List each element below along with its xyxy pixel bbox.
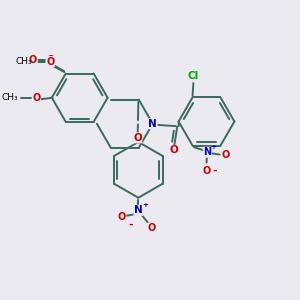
Text: O: O [202,166,211,176]
Text: CH₃: CH₃ [16,57,32,66]
Text: O: O [221,150,230,160]
Text: Cl: Cl [188,71,199,81]
Text: O: O [46,56,54,67]
Text: N: N [134,206,143,215]
Text: -: - [212,166,217,176]
Text: O: O [29,55,37,65]
Text: CH₃: CH₃ [2,93,19,102]
Text: N: N [148,119,157,129]
Text: O: O [147,223,155,233]
Text: N: N [203,147,212,157]
Text: –: – [40,55,44,65]
Text: O: O [118,212,126,222]
Text: +: + [211,144,216,150]
Text: O: O [170,146,178,155]
Text: +: + [142,202,148,208]
Text: O: O [133,133,142,143]
Text: O: O [46,55,55,65]
Text: -: - [128,219,133,229]
Text: O: O [32,93,41,103]
